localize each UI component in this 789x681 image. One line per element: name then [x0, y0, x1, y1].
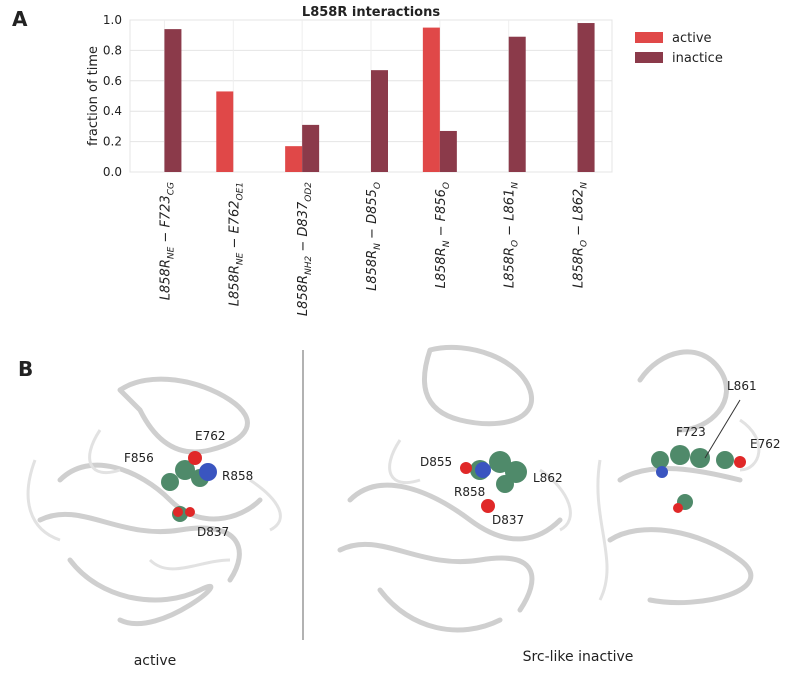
y-tick-label: 0.6: [103, 74, 122, 88]
bar: [508, 36, 526, 172]
structure-inactive: [337, 344, 761, 633]
y-tick-label: 0.4: [103, 104, 122, 118]
x-tick-label: L858RN − F856O: [434, 182, 452, 288]
y-tick-label: 0.8: [103, 43, 122, 57]
residue-label: R858: [222, 469, 253, 483]
panel-label: B: [18, 357, 33, 381]
x-tick-label: L858RO − L861N: [503, 182, 521, 288]
legend-label: inactice: [672, 51, 723, 66]
y-tick-label: 0.0: [103, 165, 122, 179]
residue-label: D837: [197, 525, 229, 539]
bar: [216, 91, 234, 172]
x-tick-label: L858RNE − F723CG: [158, 182, 176, 300]
structure-active: [26, 376, 282, 627]
bar: [422, 27, 440, 172]
legend-label: active: [672, 31, 712, 46]
bar: [302, 124, 320, 172]
y-tick-label: 1.0: [103, 13, 122, 27]
caption: Src-like inactive: [523, 649, 634, 665]
residue-label: L861: [727, 379, 757, 393]
residue-label: F856: [124, 451, 154, 465]
residue-label: D837: [492, 513, 524, 527]
bar: [285, 146, 303, 172]
bar: [371, 70, 388, 172]
x-tick-label: L858RNH2 − D837OD2: [296, 182, 314, 316]
legend-swatch: [635, 52, 663, 63]
residue-label: E762: [750, 437, 781, 451]
y-tick-label: 0.2: [103, 135, 122, 149]
residue-label: E762: [195, 429, 226, 443]
legend-swatch: [635, 32, 663, 43]
caption: active: [134, 653, 177, 669]
bar: [439, 130, 457, 172]
y-axis-label: fraction of time: [86, 46, 101, 146]
panel-label: A: [12, 7, 28, 31]
residue-label: L862: [533, 471, 563, 485]
residue-label: F723: [676, 425, 706, 439]
bar: [577, 23, 595, 173]
x-tick-label: L858RO − L862N: [572, 182, 590, 288]
residue-label: D855: [420, 455, 452, 469]
residue-label: R858: [454, 485, 485, 499]
x-tick-label: L858RNE − E762OE1: [227, 182, 245, 306]
chart-title: L858R interactions: [302, 5, 440, 20]
x-tick-label: L858RN − D855O: [365, 182, 383, 291]
bar: [164, 29, 182, 173]
